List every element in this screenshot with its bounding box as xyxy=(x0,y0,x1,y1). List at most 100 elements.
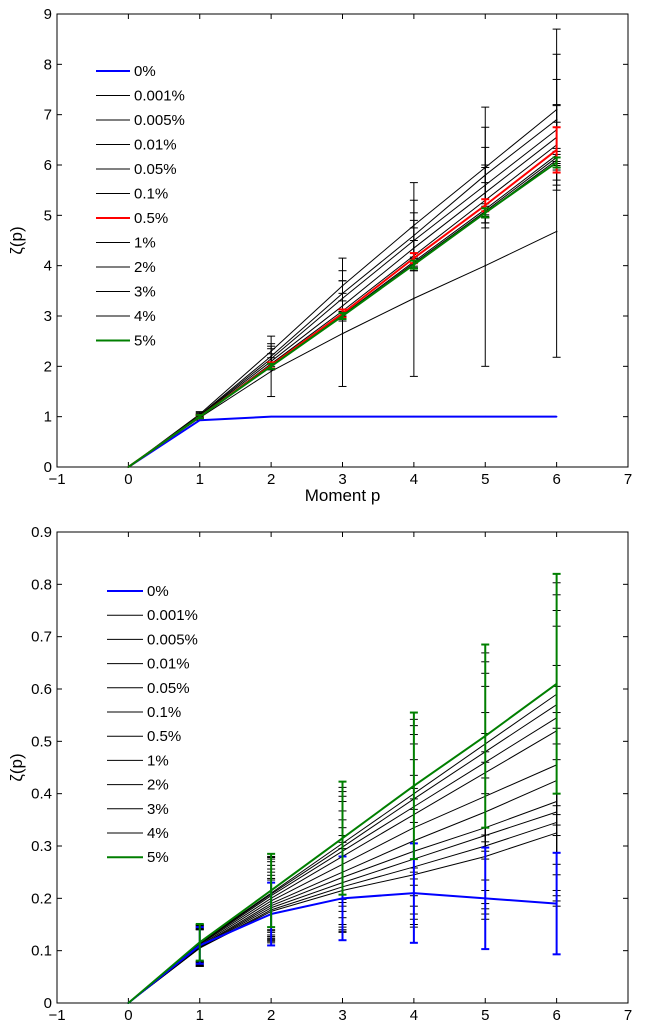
legend-label: 3% xyxy=(134,284,156,301)
legend-label: 0% xyxy=(147,583,169,600)
x-tick-label: 6 xyxy=(552,1007,560,1024)
x-tick-label: 0 xyxy=(124,1007,132,1024)
data-point xyxy=(413,892,415,894)
data-point xyxy=(413,257,415,259)
data-point xyxy=(484,735,487,737)
legend-label: 0% xyxy=(134,63,156,80)
legend-label: 5% xyxy=(147,849,169,866)
y-tick-label: 1 xyxy=(44,409,52,426)
y-tick-label: 3 xyxy=(44,308,52,325)
x-tick-label: 6 xyxy=(552,471,560,488)
legend-label: 0.5% xyxy=(147,728,181,745)
y-tick-label: 0 xyxy=(44,459,52,476)
data-point xyxy=(127,1002,130,1004)
data-point xyxy=(341,837,344,839)
data-point xyxy=(555,230,558,233)
y-tick-label: 0.2 xyxy=(31,890,52,907)
x-axis-label: Moment p xyxy=(305,486,381,505)
legend-label: 2% xyxy=(147,777,169,794)
y-tick-label: 2 xyxy=(44,358,52,375)
data-point xyxy=(555,149,558,151)
y-tick-label: 0.9 xyxy=(31,524,52,541)
series-5% xyxy=(127,572,561,1004)
y-tick-label: 5 xyxy=(44,207,52,224)
series-5% xyxy=(127,156,561,468)
x-tick-label: 5 xyxy=(481,1007,489,1024)
y-tick-label: 0.6 xyxy=(31,681,52,698)
data-point xyxy=(555,902,558,905)
x-tick-label: 1 xyxy=(196,1007,204,1024)
legend-label: 0.1% xyxy=(147,704,181,721)
data-point xyxy=(555,415,558,418)
legend-label: 0.05% xyxy=(147,680,190,697)
x-tick-label: 5 xyxy=(481,471,489,488)
data-point xyxy=(198,941,201,944)
legend-label: 1% xyxy=(147,752,169,769)
x-tick-label: −1 xyxy=(48,471,65,488)
data-point xyxy=(555,682,558,685)
legend-label: 0.1% xyxy=(134,186,168,203)
data-point xyxy=(341,332,344,335)
data-point xyxy=(341,315,344,317)
y-tick-label: 8 xyxy=(44,56,52,73)
data-point xyxy=(198,415,201,418)
data-point xyxy=(413,415,415,418)
x-tick-label: 7 xyxy=(624,1007,632,1024)
data-point xyxy=(484,204,487,207)
y-tick-label: 0.3 xyxy=(31,838,52,855)
y-tick-label: 0 xyxy=(44,995,52,1012)
legend-label: 4% xyxy=(134,308,156,325)
legend-label: 2% xyxy=(134,259,156,276)
data-point xyxy=(270,365,272,368)
bottom-chart-panel: −10123456700.10.20.30.40.50.60.70.80.9Mo… xyxy=(7,524,632,1029)
legend: 0% 0.001% 0.005% 0.01% 0.05% 0.1% 0.5% 1% 2% 3% 4%… xyxy=(107,583,198,866)
y-tick-label: 4 xyxy=(44,258,52,275)
y-axis-label: ζ(p) xyxy=(7,226,26,254)
plot-frame xyxy=(56,13,629,468)
x-tick-label: −1 xyxy=(48,1007,65,1024)
legend-label: 0.01% xyxy=(147,656,190,673)
y-tick-label: 7 xyxy=(44,107,52,124)
legend-label: 0.001% xyxy=(134,88,185,105)
data-point xyxy=(413,785,415,787)
data-point xyxy=(484,212,487,214)
y-tick-label: 0.5 xyxy=(31,733,52,750)
data-point xyxy=(555,161,558,164)
legend-label: 0.005% xyxy=(147,631,198,648)
y-tick-label: 0.8 xyxy=(31,576,52,593)
x-tick-label: 4 xyxy=(410,471,418,488)
x-tick-label: 2 xyxy=(267,471,275,488)
legend-label: 0.5% xyxy=(134,210,168,227)
x-tick-label: 7 xyxy=(624,471,632,488)
data-point xyxy=(270,370,272,373)
x-tick-label: 1 xyxy=(196,471,204,488)
y-axis-label: ζ(p) xyxy=(7,753,26,781)
x-tick-label: 0 xyxy=(124,471,132,488)
data-point xyxy=(484,897,487,900)
y-tick-label: 0.7 xyxy=(31,629,52,646)
data-point xyxy=(127,466,130,468)
legend-label: 3% xyxy=(147,801,169,818)
legend-label: 4% xyxy=(147,825,169,842)
x-tick-label: 4 xyxy=(410,1007,418,1024)
data-point xyxy=(198,419,201,421)
data-point xyxy=(270,415,272,418)
legend-label: 0.005% xyxy=(134,112,185,129)
y-tick-label: 0.1 xyxy=(31,943,52,960)
x-tick-label: 3 xyxy=(338,1007,346,1024)
data-point xyxy=(413,297,415,300)
legend-label: 0.05% xyxy=(134,161,177,178)
data-point xyxy=(341,897,344,900)
legend-label: 1% xyxy=(134,235,156,252)
data-point xyxy=(484,264,487,267)
legend-label: 0.01% xyxy=(134,137,177,154)
x-tick-label: 2 xyxy=(267,1007,275,1024)
data-point xyxy=(413,263,415,266)
data-point xyxy=(341,415,344,418)
data-point xyxy=(484,415,487,418)
x-tick-label: 3 xyxy=(338,471,346,488)
legend: 0% 0.001% 0.005% 0.01% 0.05% 0.1% 0.5% 1% 2% 3% 4%… xyxy=(96,63,185,350)
